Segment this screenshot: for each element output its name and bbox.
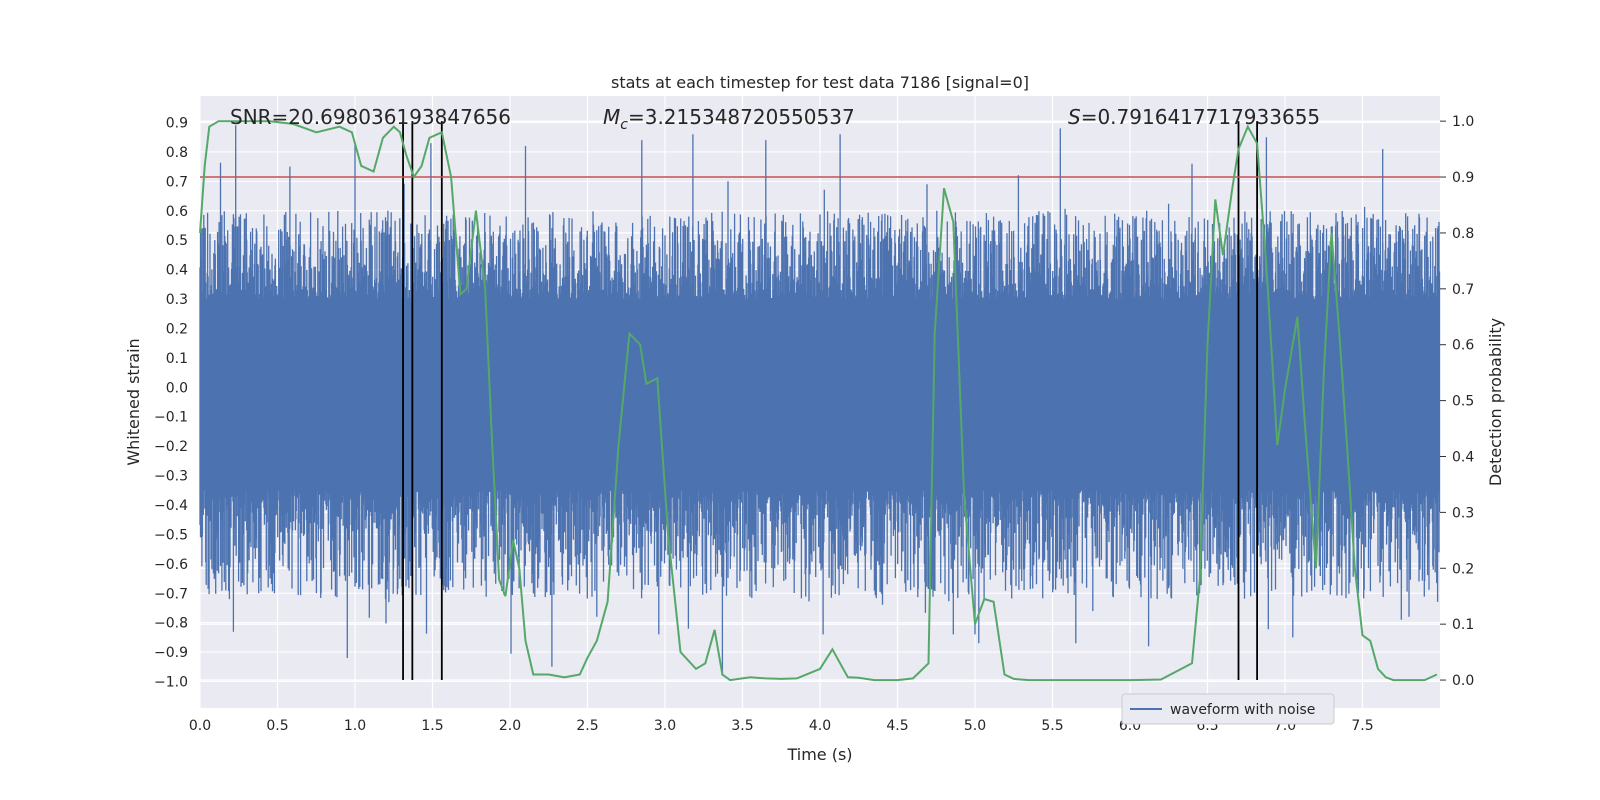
x-tick-label: 5.5 [1041, 718, 1063, 734]
y-tick-label: −0.4 [154, 498, 188, 514]
chirp-mass-symbol: M [603, 105, 620, 129]
y-right-axis-label: Detection probability [1486, 318, 1505, 486]
legend-label: waveform with noise [1170, 702, 1315, 718]
y-tick-label: −1.0 [154, 675, 188, 691]
y-right-tick-label: 0.2 [1452, 561, 1474, 577]
y-right-tick-label: 0.7 [1452, 282, 1474, 298]
y-right-tick-label: 0.1 [1452, 617, 1474, 633]
chart-title: stats at each timestep for test data 718… [611, 73, 1029, 92]
y-tick-label: 0.9 [166, 115, 188, 131]
chirp-mass-subscript: c [620, 117, 628, 133]
x-tick-label: 2.0 [499, 718, 521, 734]
y-tick-label: −0.6 [154, 557, 188, 573]
y-tick-label: −0.2 [154, 439, 188, 455]
s-value: =0.7916417717933655 [1081, 105, 1320, 129]
y-tick-label: −0.7 [154, 586, 188, 602]
y-tick-label: 0.0 [166, 380, 188, 396]
x-axis-label: Time (s) [786, 745, 852, 764]
y-axis-label: Whitened strain [124, 338, 143, 465]
y-tick-label: 0.3 [166, 292, 188, 308]
s-symbol: S [1068, 105, 1081, 129]
y-tick-label: 0.2 [166, 321, 188, 337]
chirp-mass-annotation: Mc=3.215348720550537 [603, 105, 855, 133]
y-tick-label: 0.8 [166, 145, 188, 161]
x-tick-label: 1.0 [344, 718, 366, 734]
y-tick-label: −0.1 [154, 410, 188, 426]
y-right-tick-label: 1.0 [1452, 114, 1474, 130]
waveform-trace [199, 125, 1441, 676]
y-tick-label: 0.1 [166, 351, 188, 367]
vertical-markers [402, 121, 1258, 681]
legend-box [1121, 693, 1335, 725]
x-tick-label: 2.5 [576, 718, 598, 734]
y-tick-label: −0.8 [154, 616, 188, 632]
y-right-tick-label: 0.9 [1452, 170, 1474, 186]
waveform-series [199, 125, 1441, 676]
y-right-tick-label: 0.5 [1452, 394, 1474, 410]
y-tick-label: −0.3 [154, 469, 188, 485]
x-tick-label: 4.5 [886, 718, 908, 734]
snr-annotation: SNR=20.698036193847656 [230, 105, 511, 129]
probability-line [199, 120, 1438, 682]
y-tick-label: 0.5 [166, 233, 188, 249]
x-tick-label: 7.5 [1351, 718, 1373, 734]
chirp-mass-value: =3.215348720550537 [628, 105, 855, 129]
y-tick-label: −0.5 [154, 527, 188, 543]
x-tick-label: 0.0 [189, 718, 211, 734]
y-right-tick-label: 0.0 [1452, 673, 1474, 689]
probability-series [199, 120, 1438, 682]
x-tick-label: 3.5 [731, 718, 753, 734]
x-tick-label: 1.5 [421, 718, 443, 734]
x-tick-label: 5.0 [964, 718, 986, 734]
x-tick-label: 3.0 [654, 718, 676, 734]
y-right-tick-label: 0.6 [1452, 338, 1474, 354]
legend: waveform with noise [1121, 693, 1335, 725]
y-right-tick-label: 0.3 [1452, 505, 1474, 521]
y-right-tick-label: 0.8 [1452, 226, 1474, 242]
y-tick-label: 0.4 [166, 263, 188, 279]
y-right-tick-label: 0.4 [1452, 449, 1474, 465]
x-tick-label: 0.5 [266, 718, 288, 734]
y-right-tick-labels: 1.0 0.9 0.8 0.7 0.6 0.5 0.4 0.3 0.2 0.1 0.0 [1440, 114, 1474, 689]
s-annotation: S=0.7916417717933655 [1068, 105, 1320, 129]
y-tick-labels: 0.9 0.8 0.7 0.6 0.5 0.4 0.3 0.2 0.1 0.0 −0.1 −0.2 −0… [154, 115, 188, 690]
y-tick-label: 0.6 [166, 204, 188, 220]
y-tick-label: 0.7 [166, 174, 188, 190]
x-tick-label: 4.0 [809, 718, 831, 734]
y-tick-label: −0.9 [154, 645, 188, 661]
